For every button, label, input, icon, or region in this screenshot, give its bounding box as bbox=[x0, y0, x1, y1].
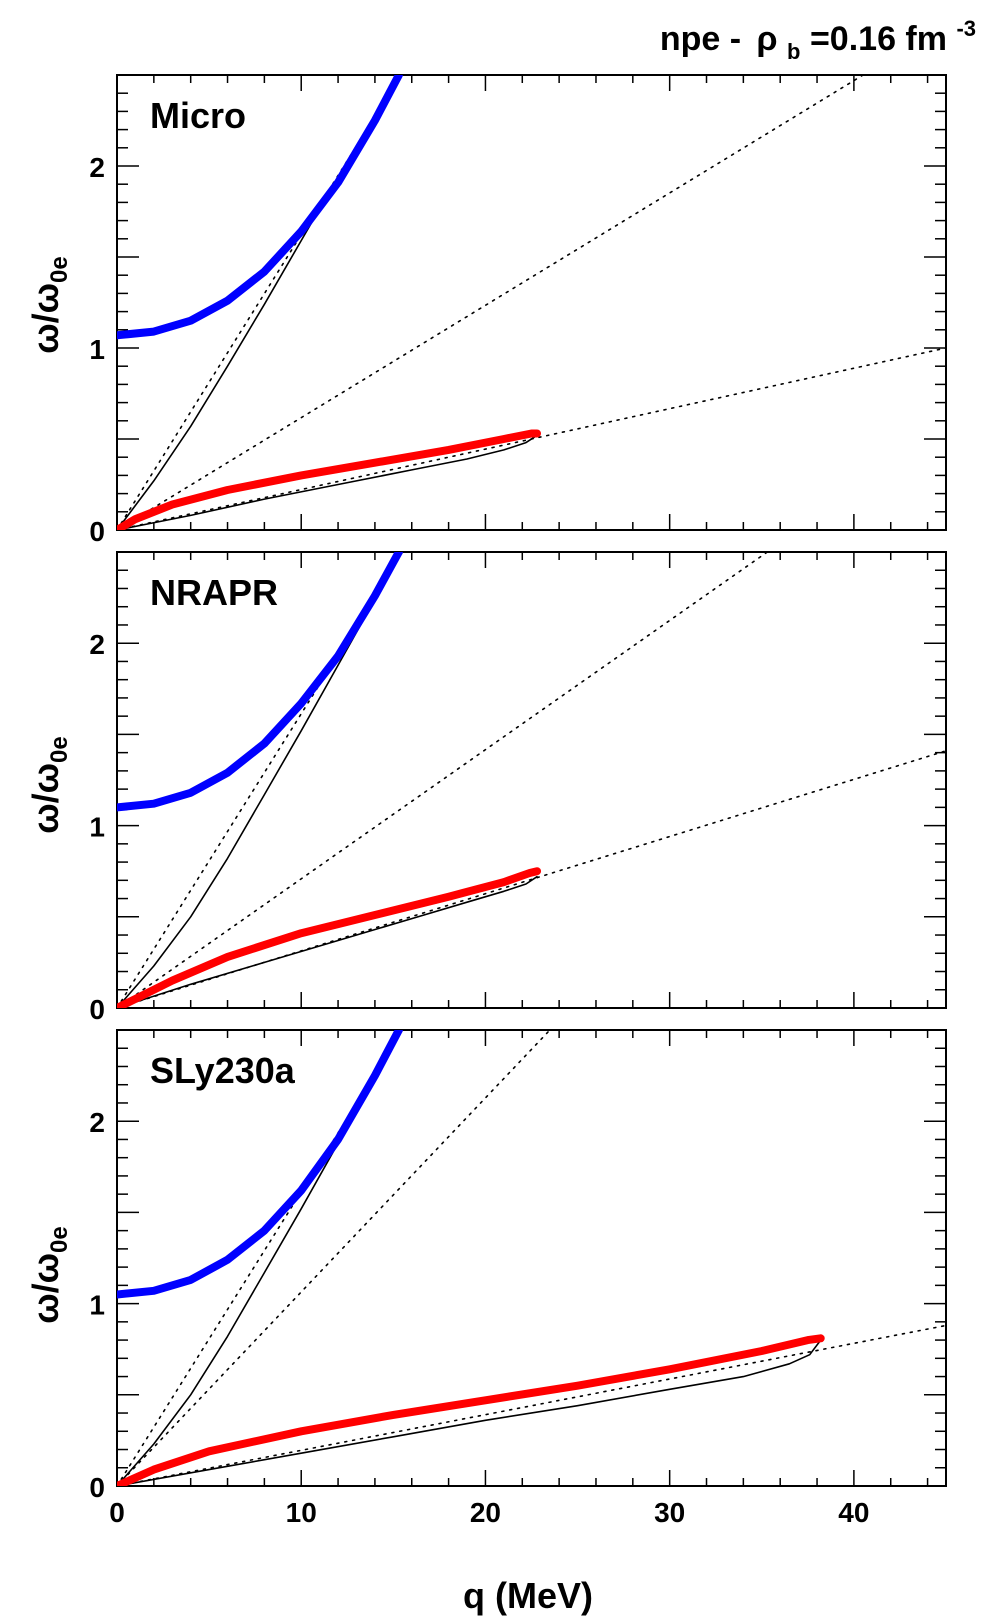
series-lower-branch bbox=[117, 867, 541, 1008]
series-lower-boundary bbox=[117, 434, 538, 530]
ticks-sly230a bbox=[116, 1029, 946, 1487]
y-tick-label: 1 bbox=[89, 1290, 105, 1321]
y-tick-label: 2 bbox=[89, 629, 105, 660]
title-rho-sub: b bbox=[787, 39, 800, 64]
series-group-micro bbox=[117, 75, 946, 530]
series-dotted bbox=[117, 75, 864, 530]
panel-nrapr: 0 1 2 NRAPR bbox=[89, 551, 947, 1025]
title-rho: ρ bbox=[757, 20, 778, 58]
title-prefix: npe - bbox=[660, 20, 751, 58]
series-dotted bbox=[117, 75, 402, 530]
panel-annotation-nrapr: NRAPR bbox=[150, 572, 278, 613]
x-tick-label: 10 bbox=[286, 1497, 317, 1528]
y-axis-label-nrapr: ω/ω0e bbox=[25, 736, 73, 834]
plot-frame-micro bbox=[116, 74, 947, 531]
title-value-sup: -3 bbox=[956, 16, 976, 41]
figure-title: npe - ρ b =0.16 fm -3 bbox=[660, 16, 976, 67]
x-tick-label: 20 bbox=[470, 1497, 501, 1528]
x-tick-label: 40 bbox=[838, 1497, 869, 1528]
title-value: =0.16 fm bbox=[810, 20, 947, 58]
y-axis-label-micro: ω/ω0e bbox=[25, 256, 73, 354]
x-axis-label: q (MeV) bbox=[463, 1575, 593, 1616]
series-dotted bbox=[117, 1324, 946, 1486]
series-upper-branch bbox=[117, 75, 403, 340]
x-tick-label: 30 bbox=[654, 1497, 685, 1528]
series-lower-branch bbox=[117, 429, 541, 530]
y-tick-label: 1 bbox=[89, 812, 105, 843]
series-group-sly230a bbox=[117, 1030, 946, 1486]
y-tick-label: 0 bbox=[89, 994, 105, 1025]
x-tick-label: 0 bbox=[109, 1497, 125, 1528]
ticks-nrapr bbox=[116, 551, 946, 1009]
panel-annotation-micro: Micro bbox=[150, 95, 246, 136]
y-tick-label: 2 bbox=[89, 152, 105, 183]
y-tick-label: 0 bbox=[89, 516, 105, 547]
series-lower-boundary bbox=[117, 875, 538, 1008]
y-axis-label-sly230a: ω/ω0e bbox=[25, 1226, 73, 1324]
y-tick-label: 0 bbox=[89, 1472, 105, 1503]
y-tick-label: 1 bbox=[89, 334, 105, 365]
ticks-micro bbox=[116, 74, 946, 531]
plot-frame-sly230a bbox=[116, 1029, 947, 1487]
series-dotted bbox=[117, 1030, 551, 1486]
series-lower-branch bbox=[117, 1334, 825, 1486]
plot-frame-nrapr bbox=[116, 551, 947, 1009]
series-group-nrapr bbox=[117, 552, 946, 1008]
series-upper-branch bbox=[117, 552, 403, 812]
y-tick-label: 2 bbox=[89, 1107, 105, 1138]
series-lower-boundary bbox=[117, 1339, 822, 1486]
panel-annotation-sly230a: SLy230a bbox=[150, 1050, 296, 1091]
panel-micro: 0 1 2 Micro bbox=[89, 74, 947, 547]
series-upper-branch bbox=[117, 1030, 403, 1299]
